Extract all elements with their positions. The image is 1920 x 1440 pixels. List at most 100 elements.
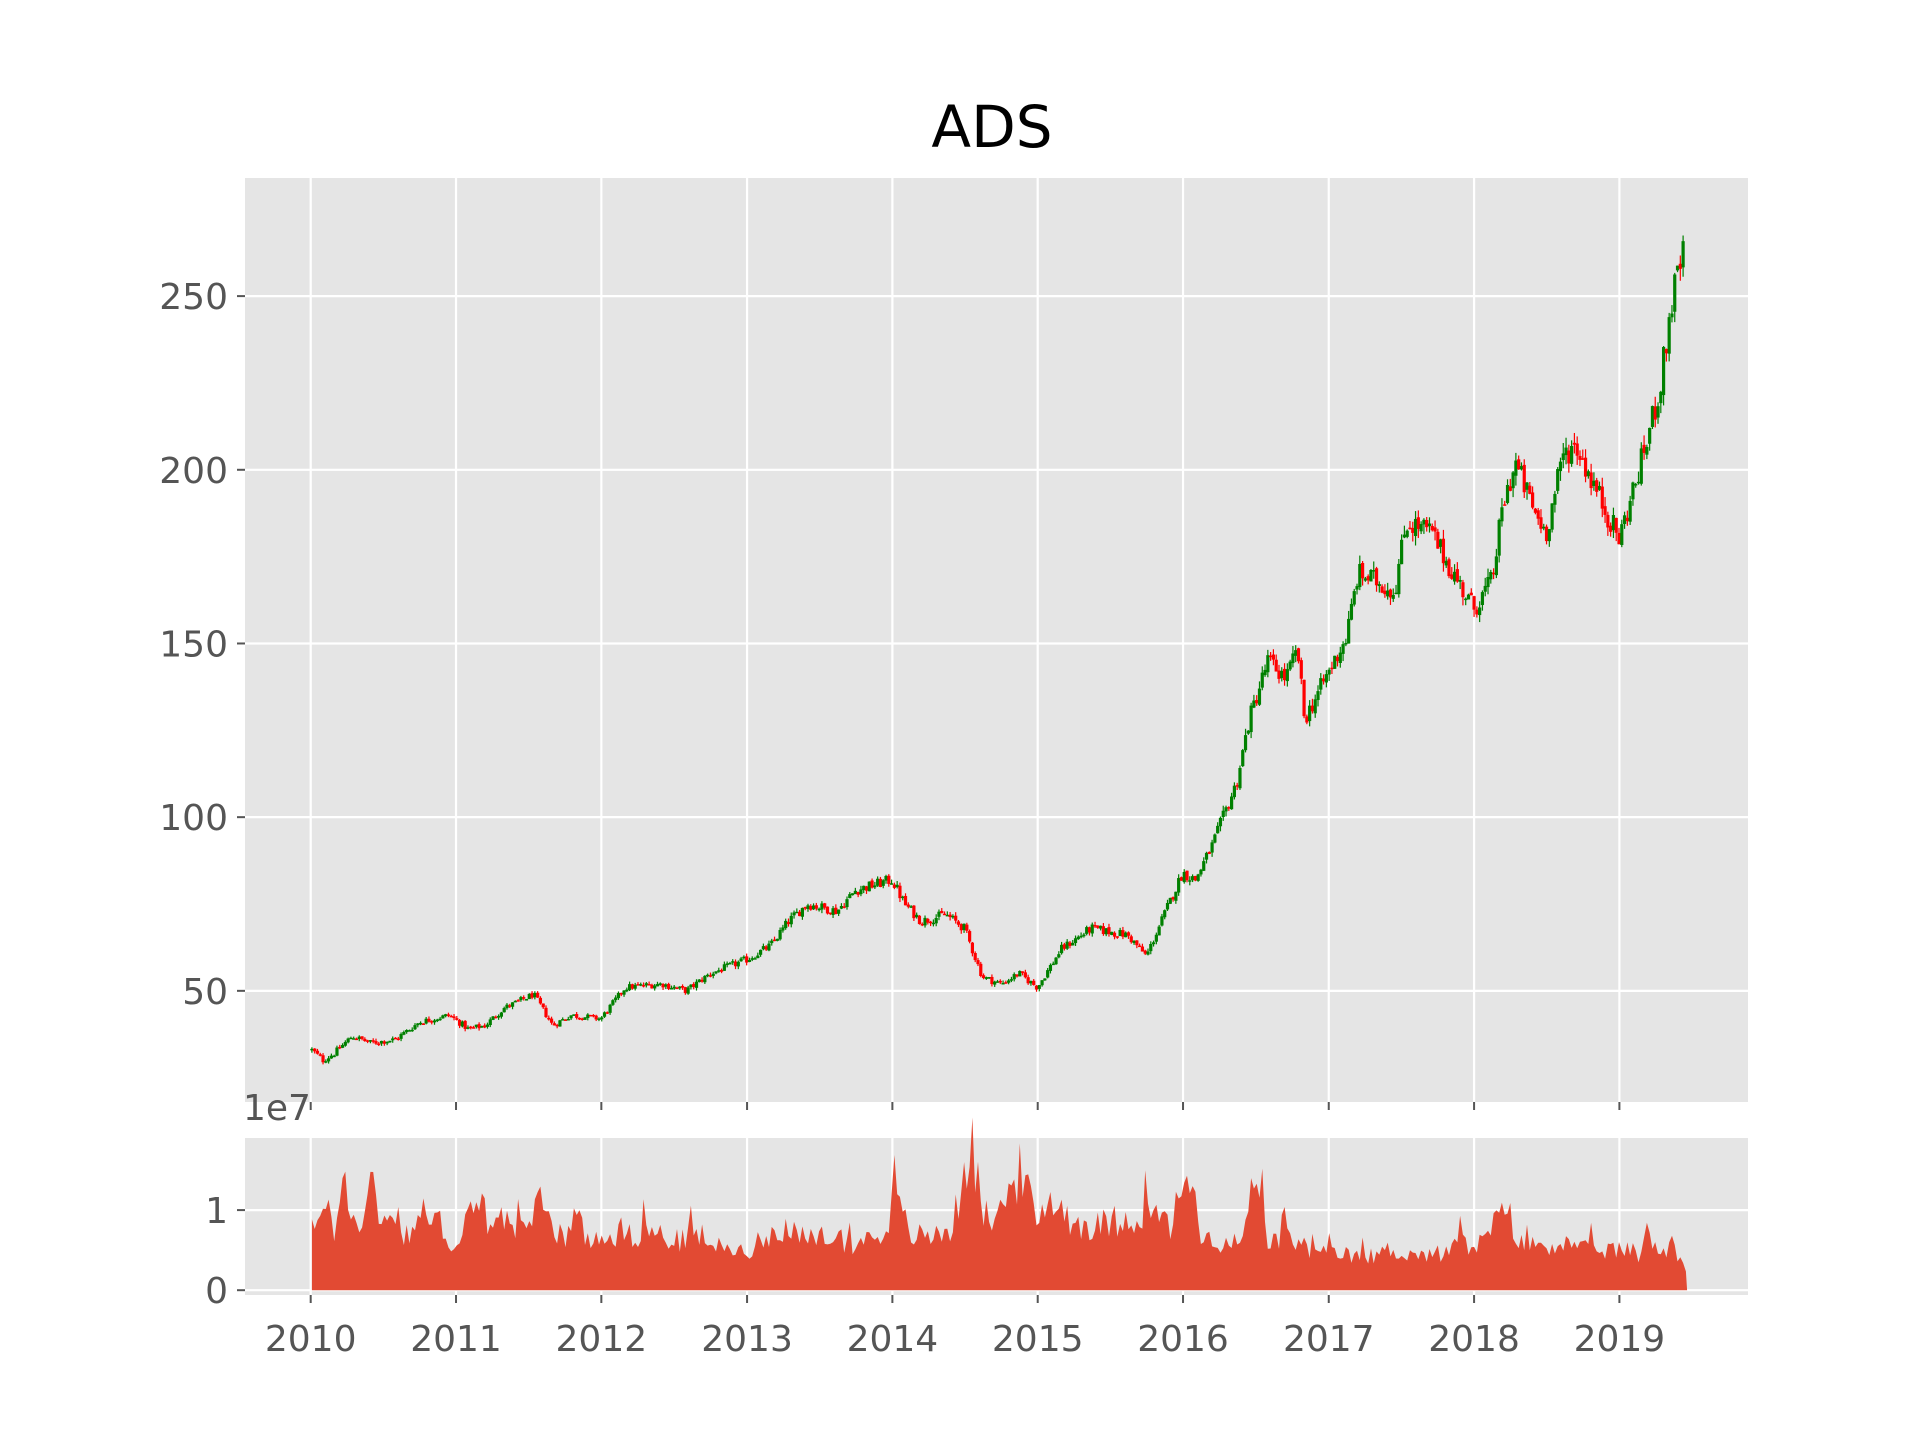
candle-down: [683, 987, 687, 994]
candle-down: [903, 895, 908, 906]
x-tick-label: 2019: [1574, 1319, 1666, 1360]
candle-up: [850, 893, 855, 896]
candle-up: [499, 1012, 504, 1017]
candle-down: [1517, 459, 1521, 470]
candle-up: [1675, 265, 1680, 271]
candle-up: [566, 1018, 570, 1021]
candle-up: [441, 1015, 445, 1019]
candle-up: [1363, 578, 1367, 581]
candle-up: [438, 1018, 442, 1021]
candle-up: [867, 881, 871, 892]
candle-down: [363, 1038, 367, 1042]
candle-up: [1232, 785, 1236, 798]
candle-up: [418, 1022, 423, 1025]
candle-up: [644, 983, 648, 986]
candle-down: [965, 924, 969, 931]
candle-up: [600, 1017, 604, 1020]
candle-up: [817, 908, 821, 911]
candle-up: [1257, 688, 1262, 705]
candle-down: [998, 980, 1002, 983]
candle-up: [1202, 861, 1206, 871]
candle-up: [524, 999, 529, 1001]
candle-up: [1355, 586, 1359, 590]
x-tick-label: 2014: [847, 1319, 939, 1360]
candle-up: [310, 1048, 314, 1051]
candle-up: [1188, 880, 1192, 882]
candle-down: [1227, 807, 1231, 809]
x-tick-label: 2012: [556, 1319, 648, 1360]
candle-up: [1397, 563, 1401, 595]
price-plot-area: [245, 178, 1748, 1102]
candle-down: [1305, 716, 1309, 723]
candle-up: [889, 883, 894, 885]
candle-up: [1124, 932, 1128, 938]
candle-down: [1138, 945, 1142, 948]
candle-down: [772, 939, 777, 942]
candle-down: [555, 1024, 559, 1027]
candle-down: [1567, 450, 1571, 464]
candle-down: [1087, 927, 1092, 933]
candle-up: [1661, 346, 1666, 396]
candle-down: [842, 906, 846, 908]
candle-down: [990, 976, 994, 985]
candle-down: [942, 913, 947, 916]
candle-up: [1570, 445, 1574, 464]
candle-down: [920, 923, 924, 926]
candle-up: [1012, 974, 1016, 980]
candle-up: [1029, 981, 1033, 984]
candle-up: [491, 1016, 495, 1020]
candle-up: [335, 1047, 339, 1056]
candle-up: [845, 899, 849, 908]
candle-down: [1235, 785, 1239, 787]
candle-up: [725, 963, 729, 966]
candle-down: [954, 915, 958, 921]
candle-down: [1126, 932, 1131, 936]
candle-down: [1271, 654, 1276, 660]
candle-up: [1377, 584, 1381, 587]
candle-up: [739, 958, 743, 962]
candle-down: [764, 946, 768, 950]
candle-up: [859, 889, 863, 895]
candle-up: [1338, 652, 1342, 664]
candle-up: [1478, 607, 1482, 616]
candle-down: [591, 1014, 595, 1017]
x-tick-label: 2011: [410, 1319, 502, 1360]
candle-up: [332, 1055, 336, 1058]
candle-down: [675, 987, 679, 990]
candle-down: [469, 1026, 473, 1029]
candle-down: [530, 993, 534, 998]
candle-up: [901, 896, 905, 899]
candle-down: [1578, 455, 1582, 460]
candle-down: [1603, 506, 1607, 515]
candle-down: [1360, 562, 1365, 579]
candle-up: [611, 1000, 615, 1005]
candle-down: [898, 885, 902, 899]
candle-up: [639, 984, 643, 986]
candle-down: [786, 922, 791, 925]
candle-up: [1154, 934, 1158, 942]
candle-up: [1497, 519, 1501, 556]
price-y-tick-label: 50: [182, 972, 228, 1013]
candle-down: [981, 975, 986, 979]
candle-down: [446, 1014, 451, 1016]
candle-down: [393, 1037, 398, 1040]
candle-up: [778, 930, 782, 940]
candle-up: [784, 920, 788, 929]
candle-up: [391, 1038, 395, 1041]
candle-up: [1160, 916, 1164, 926]
candle-up: [993, 981, 997, 985]
candle-down: [1430, 525, 1434, 531]
candle-up: [1007, 980, 1011, 983]
price-y-tick-label: 100: [159, 798, 228, 839]
price-y-tick-label: 250: [159, 277, 228, 318]
candle-up: [711, 973, 715, 976]
candle-up: [1324, 674, 1328, 683]
candle-up: [625, 989, 629, 992]
candle-down: [577, 1017, 582, 1020]
candle-up: [789, 915, 793, 925]
candle-up: [795, 911, 799, 914]
candle-up: [672, 986, 676, 989]
candle-up: [622, 990, 626, 995]
x-tick-label: 2013: [701, 1319, 793, 1360]
candle-down: [588, 1014, 593, 1017]
